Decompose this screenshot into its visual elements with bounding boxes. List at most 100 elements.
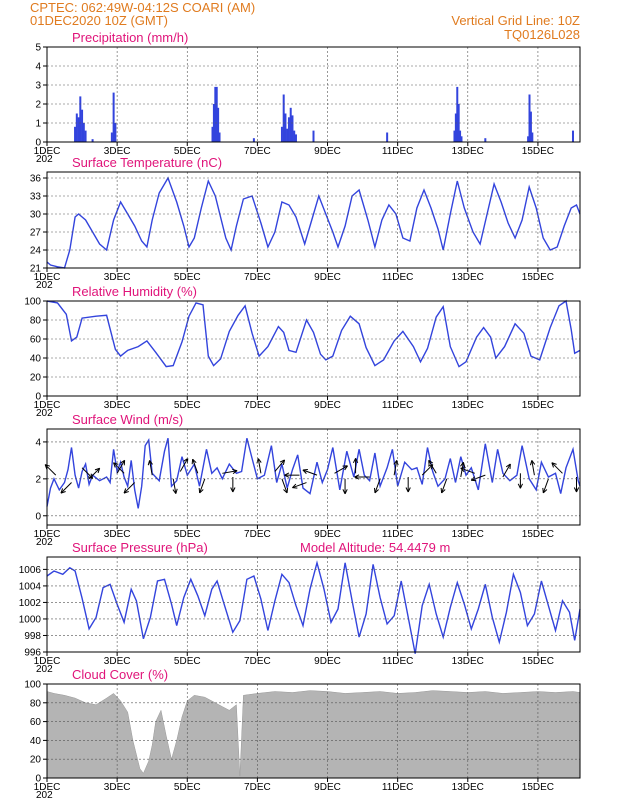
temp-title: Surface Temperature (nC) <box>72 155 222 170</box>
wind-arrow-shaft <box>334 465 348 474</box>
x-tick-label: 1DEC <box>34 656 61 667</box>
wind-arrow-head <box>440 487 443 493</box>
x-tick-label: 5DEC <box>174 146 201 157</box>
wind-arrow-shaft <box>471 474 486 481</box>
wind-arrow-head <box>60 491 66 494</box>
wind-arrow-32 <box>470 474 486 482</box>
precip-bar-21 <box>286 128 289 142</box>
wind-arrow-20 <box>334 465 348 474</box>
precip-bar-9 <box>112 92 115 142</box>
wind-arrow-head <box>354 476 360 480</box>
wind-arrow-head <box>460 461 464 467</box>
wind-arrow-13 <box>230 477 236 493</box>
wind-arrow-head <box>199 489 204 494</box>
wind-arrow-head <box>147 460 151 466</box>
y-tick-label: 60 <box>30 717 42 728</box>
panel-pres: 996 998 1000 1002 1004 1006 1DEC 3DEC 5DEC 7DEC 9D… <box>19 540 581 675</box>
wind-arrow-38 <box>573 477 580 493</box>
wind-arrow-head <box>471 479 477 482</box>
wind-arrow-shaft <box>302 469 318 476</box>
wind-arrow-head <box>94 467 100 471</box>
x-tick-label: 5DEC <box>174 400 201 411</box>
wind-arrow-head <box>374 489 379 494</box>
wind-arrow-shaft <box>116 460 126 474</box>
y-tick-label: 40 <box>30 354 42 365</box>
precip-bar-17 <box>252 138 255 142</box>
x-tick-label: 11DEC <box>382 656 414 667</box>
x-year-label: 202 <box>36 790 53 800</box>
wind-arrow-24 <box>373 478 381 494</box>
wind-arrow-head <box>113 462 119 465</box>
precip-bar-23 <box>289 107 292 142</box>
wind-arrow-head <box>428 459 434 464</box>
header-model-code: TQ0126L028 <box>504 27 580 42</box>
panel-frame-bg <box>47 172 580 268</box>
x-tick-label: 7DEC <box>244 529 271 540</box>
wind-arrow-head <box>123 488 127 494</box>
x-tick-label: 11DEC <box>382 782 414 793</box>
wind-arrow-36 <box>542 478 549 494</box>
wind-arrow-3 <box>88 467 101 480</box>
x-tick-label: 1DEC <box>34 146 61 157</box>
wind-arrow-shaft <box>199 478 206 494</box>
wind-arrow-head <box>551 462 554 468</box>
x-tick-label: 3DEC <box>104 400 131 411</box>
wind-arrow-shaft <box>88 467 101 480</box>
cloud-cover-area <box>46 690 581 779</box>
wind-arrow-33 <box>502 463 511 478</box>
x-tick-label: 5DEC <box>174 529 201 540</box>
wind-arrow-5 <box>113 462 125 474</box>
x-tick-label: 1DEC <box>34 272 61 283</box>
wind-arrow-head <box>405 487 409 493</box>
wind-arrow-shaft <box>192 459 199 474</box>
x-tick-label: 11DEC <box>382 400 414 411</box>
x-tick-label: 9DEC <box>314 782 341 793</box>
x-tick-label: 11DEC <box>382 529 414 540</box>
wind-arrow-head <box>344 489 348 495</box>
x-tick-label: 13DEC <box>452 272 484 283</box>
wind-arrow-37 <box>551 462 563 474</box>
panel-frame-bg <box>47 47 580 142</box>
y-tick-label: 1004 <box>19 581 42 592</box>
wind-arrow-shaft <box>531 460 535 476</box>
y-tick-label: 1000 <box>19 614 42 625</box>
wind-arrow-head <box>373 487 376 493</box>
wind-arrow-head <box>302 469 308 471</box>
precip-bar-15 <box>217 107 220 142</box>
panel-frame <box>46 556 581 653</box>
precip-bar-4 <box>81 109 84 142</box>
x-tick-label: 9DEC <box>314 656 341 667</box>
wind-arrow-head <box>97 468 101 474</box>
wind-arrow-shaft <box>393 460 398 476</box>
wind-arrow-21 <box>342 478 348 495</box>
wind-title: Surface Wind (m/s) <box>72 412 183 427</box>
x-year-label: 202 <box>36 408 53 419</box>
precip-bar-26 <box>294 134 297 142</box>
panel-cloud: 0 20 40 60 80 100 1DEC 3DEC 5DEC 7DEC 9DEC 11DEC 13D… <box>24 667 581 800</box>
precip-title: Precipitation (mm/h) <box>72 30 188 45</box>
precip-bar-24 <box>291 115 294 142</box>
wind-arrow-22 <box>352 458 359 474</box>
y-tick-label: 100 <box>24 680 41 691</box>
x-year-label: 202 <box>36 664 53 675</box>
panel-wind: 0 2 4 1DEC 3DEC 5DEC 7DEC 9DEC 11DEC 13DEC 15DEC 20… <box>34 412 581 548</box>
wind-arrow-head <box>257 458 262 463</box>
wind-arrow-11 <box>198 478 206 494</box>
wind-arrow-head <box>279 459 285 463</box>
precip-bar-34 <box>460 136 463 142</box>
y-tick-label: 40 <box>30 736 42 747</box>
wind-arrow-16 <box>281 478 289 494</box>
precip-bar-20 <box>284 113 287 142</box>
rh-title: Relative Humidity (%) <box>72 284 197 299</box>
x-tick-label: 9DEC <box>314 272 341 283</box>
wind-arrow-head <box>120 459 125 464</box>
x-tick-label: 7DEC <box>244 656 271 667</box>
wind-arrow-head <box>460 467 465 473</box>
x-tick-label: 15DEC <box>522 782 554 793</box>
panel-frame <box>46 683 581 779</box>
x-tick-label: 3DEC <box>104 782 131 793</box>
y-tick-label: 80 <box>30 698 42 709</box>
x-tick-label: 13DEC <box>452 400 484 411</box>
y-tick-label: 27 <box>30 228 42 239</box>
